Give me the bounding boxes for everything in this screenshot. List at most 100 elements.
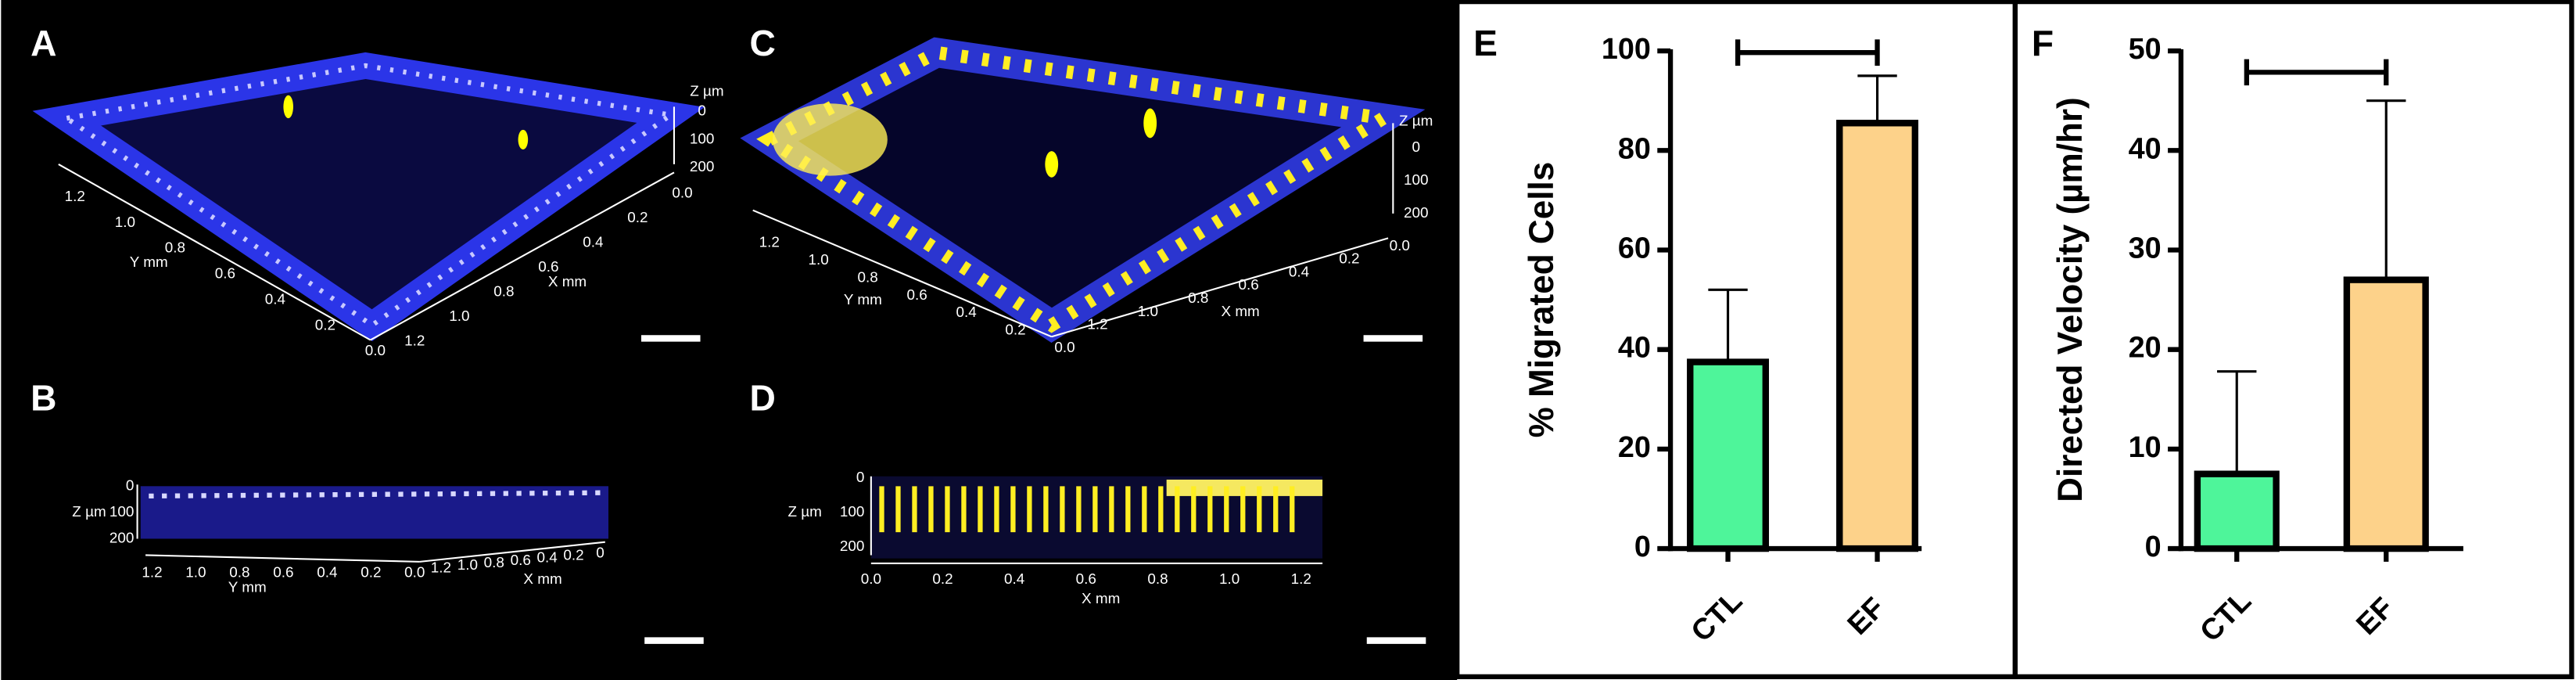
tick-label: 200: [690, 159, 714, 175]
tick-label: 200: [840, 538, 864, 555]
tick-label: 0.6: [906, 287, 927, 304]
tick-label: 0.6: [1076, 571, 1096, 588]
tick-label: 0.8: [858, 269, 878, 286]
axis-line: [752, 209, 1053, 338]
volume-c: [740, 37, 1426, 344]
tick-label: 0: [126, 477, 135, 494]
tick-label: 0: [596, 545, 604, 561]
volume-a: [32, 52, 705, 342]
bar: [2343, 276, 2429, 552]
tick-label: 0.0: [365, 343, 386, 359]
y-tick-label: 100: [1602, 33, 1651, 66]
bar: [1687, 358, 1770, 552]
cell: [1143, 108, 1157, 139]
tissue-ring: [740, 37, 1426, 344]
tick-label: 1.2: [404, 333, 425, 350]
y-tick-label: 30: [2129, 232, 2162, 264]
side-view-b: [140, 486, 608, 539]
tick-label: 0.4: [956, 304, 976, 321]
tissue-ring: [32, 52, 705, 342]
cell: [518, 129, 529, 150]
panel-label: B: [30, 377, 56, 418]
tick-label: 0.8: [229, 565, 249, 581]
tick-label: 1.2: [142, 565, 162, 581]
tick-label: 1.2: [1087, 317, 1107, 333]
tick-label: 0.6: [538, 259, 558, 275]
axis-title: Z µm: [690, 84, 723, 100]
tick-label: 0.6: [1238, 277, 1258, 293]
axis-title: X mm: [1221, 304, 1259, 320]
tick-label: 0.2: [1339, 251, 1359, 268]
axis-title: X mm: [548, 274, 587, 290]
y-tick-label: 40: [1618, 332, 1651, 365]
tick-label: 0.0: [672, 185, 692, 202]
axis-title: Y mm: [228, 579, 267, 595]
y-tick-label: 20: [1618, 431, 1651, 464]
tick-label: 0.2: [563, 548, 583, 564]
axis-title: Y mm: [130, 254, 168, 271]
tick-label: 0.2: [932, 571, 953, 588]
axis-line: [145, 554, 420, 563]
tick-label: 1.0: [185, 565, 206, 581]
tick-label: 200: [1404, 205, 1429, 221]
y-tick-label: 20: [2129, 332, 2162, 365]
tick-label: 1.0: [115, 214, 135, 231]
tick-label: 0.0: [1390, 238, 1410, 254]
panel-e-frame: [1455, 0, 2018, 679]
axis-title: Z µm: [1399, 113, 1433, 129]
tick-label: 1.2: [431, 559, 451, 576]
panel-label: D: [750, 377, 776, 418]
tick-label: 1.0: [1138, 304, 1158, 320]
y-tick-label: 0: [1634, 531, 1651, 563]
y-tick-label: 10: [2129, 431, 2162, 464]
tick-label: 1.2: [1291, 571, 1311, 588]
tick-label: 0.4: [317, 565, 337, 581]
axis-title: Y mm: [844, 292, 882, 308]
y-tick-label: 0: [2145, 531, 2162, 563]
axis-title: X mm: [523, 571, 561, 588]
tick-label: 0.4: [537, 550, 558, 567]
tick-label: 0.8: [165, 240, 185, 257]
tick-label: 0.2: [315, 317, 335, 333]
tick-label: 0.8: [1188, 290, 1208, 307]
y-tick-label: 80: [1618, 132, 1651, 165]
tick-label: 100: [1404, 172, 1429, 189]
tick-label: 1.0: [809, 252, 829, 268]
tick-label: 0.4: [1289, 264, 1309, 280]
tick-label: 1.2: [759, 235, 780, 251]
axis-title: Z µm: [788, 504, 821, 520]
tick-label: 0: [1412, 139, 1420, 156]
tick-label: 0.0: [404, 565, 425, 581]
axis-title: Z µm: [72, 504, 106, 520]
tick-label: 1.0: [1219, 571, 1240, 588]
tick-label: 0.2: [627, 210, 648, 226]
tick-label: 0.6: [215, 266, 235, 282]
y-axis-label: Directed Velocity (µm/hr): [2051, 97, 2090, 502]
axis-line: [1051, 237, 1389, 338]
tick-label: 0.8: [1147, 571, 1168, 588]
axis-line: [419, 541, 605, 563]
tick-label: 0: [698, 103, 706, 120]
tick-label: 0.8: [484, 555, 504, 571]
tick-label: 1.0: [457, 557, 478, 574]
y-axis-label: % Migrated Cells: [1523, 162, 1561, 438]
tick-label: 0.0: [1054, 340, 1075, 356]
cell: [1045, 151, 1059, 178]
axis-line: [58, 163, 371, 341]
panel-label: C: [750, 23, 776, 63]
axis-line: [370, 171, 675, 341]
tissue-texture: [149, 490, 601, 499]
cell: [283, 95, 293, 119]
panel-label: A: [30, 23, 56, 63]
tick-label: 0.4: [265, 291, 285, 308]
bar: [2194, 470, 2280, 552]
y-tick-label: 50: [2129, 33, 2162, 66]
tick-label: 0.6: [273, 565, 293, 581]
tick-label: 1.2: [65, 189, 85, 205]
tick-label: 100: [690, 131, 714, 147]
tick-label: 0.4: [583, 235, 603, 251]
panel-f-frame: [2012, 0, 2574, 679]
cell-cluster: [772, 103, 888, 176]
tick-label: 0: [856, 470, 865, 486]
